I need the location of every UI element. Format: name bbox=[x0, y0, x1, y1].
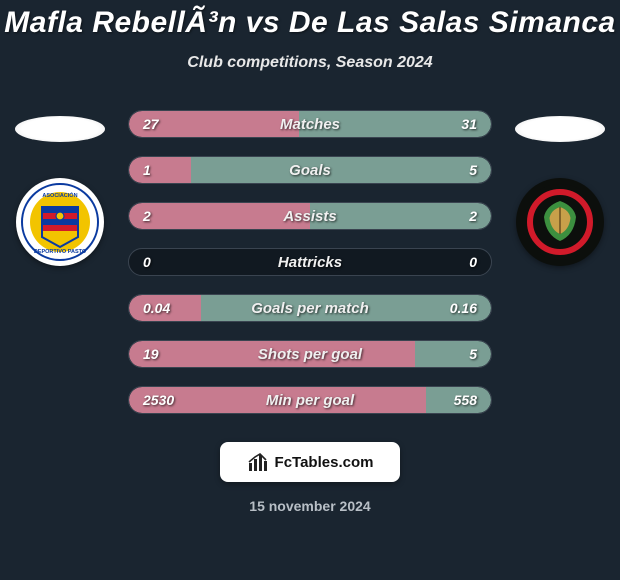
stat-value-left: 19 bbox=[143, 346, 159, 362]
svg-text:DEPORTIVO PASTO: DEPORTIVO PASTO bbox=[34, 249, 87, 255]
club-badge-right bbox=[516, 178, 604, 266]
stat-value-left: 2 bbox=[143, 208, 151, 224]
stat-row: Goals per match 0.04 0.16 bbox=[128, 294, 492, 322]
brand-text: FcTables.com bbox=[275, 454, 374, 471]
stat-label: Matches bbox=[280, 116, 340, 133]
club-left-icon: ASOCIACIÓN DEPORTIVO PASTO bbox=[21, 183, 99, 261]
infographic-root: Mafla RebellÃ³n vs De Las Salas Simanca … bbox=[0, 0, 620, 580]
player-left-column: ASOCIACIÓN DEPORTIVO PASTO bbox=[10, 110, 110, 266]
stats-bars: Matches 27 31 Goals 1 5 Assists 2 2 Hattricks 0 0 Go… bbox=[110, 110, 510, 414]
stat-label: Assists bbox=[283, 208, 336, 225]
player-right-silhouette bbox=[515, 116, 605, 142]
brand-badge: FcTables.com bbox=[220, 442, 400, 482]
stat-label: Goals bbox=[289, 162, 331, 179]
stat-row: Assists 2 2 bbox=[128, 202, 492, 230]
player-right-column bbox=[510, 110, 610, 266]
stat-label: Hattricks bbox=[278, 254, 342, 271]
stat-value-left: 27 bbox=[143, 116, 159, 132]
stats-wrap: ASOCIACIÓN DEPORTIVO PASTO Matches 27 31 Go… bbox=[0, 110, 620, 414]
stat-fill-right bbox=[415, 341, 491, 367]
stat-row: Hattricks 0 0 bbox=[128, 248, 492, 276]
stat-fill-right bbox=[310, 203, 491, 229]
player-left-silhouette bbox=[15, 116, 105, 142]
stat-row: Shots per goal 19 5 bbox=[128, 340, 492, 368]
stat-value-left: 2530 bbox=[143, 392, 174, 408]
stat-value-right: 0.16 bbox=[450, 300, 477, 316]
stat-label: Goals per match bbox=[251, 300, 369, 317]
page-subtitle: Club competitions, Season 2024 bbox=[0, 54, 620, 72]
stat-label: Shots per goal bbox=[258, 346, 362, 363]
stat-value-left: 0.04 bbox=[143, 300, 170, 316]
chart-icon bbox=[247, 451, 269, 473]
club-badge-left: ASOCIACIÓN DEPORTIVO PASTO bbox=[16, 178, 104, 266]
stat-value-right: 558 bbox=[454, 392, 477, 408]
stat-value-right: 5 bbox=[469, 346, 477, 362]
stat-value-right: 5 bbox=[469, 162, 477, 178]
page-title: Mafla RebellÃ³n vs De Las Salas Simanca bbox=[0, 6, 620, 40]
stat-value-left: 1 bbox=[143, 162, 151, 178]
stat-fill-left bbox=[129, 157, 191, 183]
svg-text:ASOCIACIÓN: ASOCIACIÓN bbox=[42, 191, 77, 199]
stat-value-right: 2 bbox=[469, 208, 477, 224]
stat-row: Goals 1 5 bbox=[128, 156, 492, 184]
stat-value-right: 31 bbox=[461, 116, 477, 132]
footer-date: 15 november 2024 bbox=[0, 498, 620, 514]
club-right-icon bbox=[521, 183, 599, 261]
stat-label: Min per goal bbox=[266, 392, 354, 409]
stat-row: Min per goal 2530 558 bbox=[128, 386, 492, 414]
stat-value-right: 0 bbox=[469, 254, 477, 270]
stat-fill-right bbox=[191, 157, 491, 183]
stat-row: Matches 27 31 bbox=[128, 110, 492, 138]
stat-value-left: 0 bbox=[143, 254, 151, 270]
